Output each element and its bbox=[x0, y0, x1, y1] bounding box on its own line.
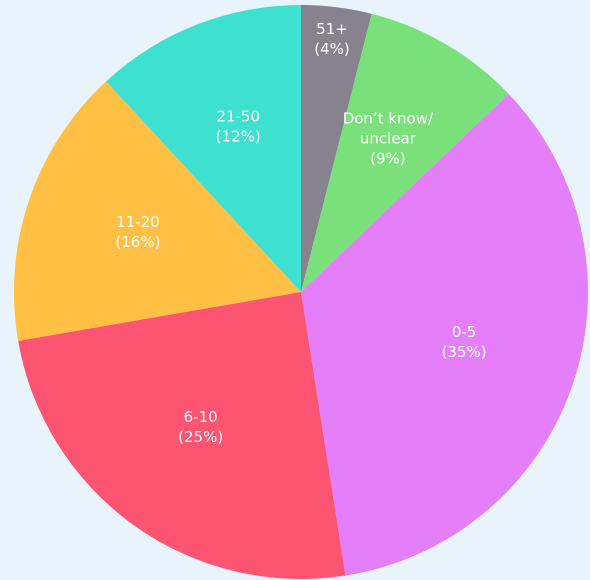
pie-slice bbox=[301, 5, 372, 292]
slice-value-label: (12%) bbox=[216, 128, 261, 146]
pie-slice bbox=[301, 93, 588, 576]
slice-label: 11-20 bbox=[116, 213, 160, 231]
slice-value-label: (35%) bbox=[442, 343, 487, 361]
pie-slice bbox=[301, 13, 509, 293]
slice-label: 0-5 bbox=[452, 323, 477, 341]
slice-label: 6-10 bbox=[184, 408, 218, 426]
slice-value-label: (4%) bbox=[314, 40, 350, 58]
pie-slice bbox=[14, 81, 301, 341]
slice-value-label: (16%) bbox=[115, 233, 160, 251]
pie-slice bbox=[106, 4, 301, 292]
slice-value-label: (9%) bbox=[370, 149, 406, 167]
slice-label: Don’t know/unclear bbox=[343, 109, 434, 147]
slice-value-label: (25%) bbox=[178, 428, 223, 446]
slice-label: 51+ bbox=[316, 20, 348, 38]
pie-slice bbox=[18, 292, 346, 579]
slice-label: 21-50 bbox=[216, 108, 260, 126]
